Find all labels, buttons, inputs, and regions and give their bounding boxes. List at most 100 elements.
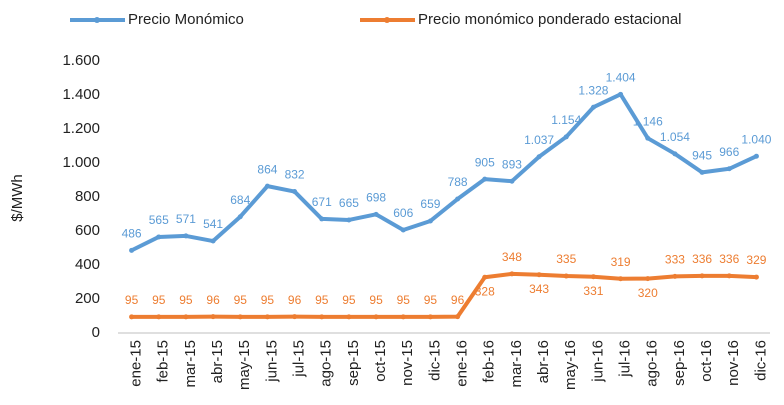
data-label: 95 [125, 293, 139, 307]
data-label: 95 [179, 293, 193, 307]
x-tick-label: may-16 [562, 340, 579, 390]
data-point [264, 183, 270, 189]
data-label: 541 [203, 217, 223, 231]
data-point [509, 271, 515, 277]
data-label: 331 [583, 284, 603, 298]
data-label: 1.054 [660, 130, 690, 144]
data-label: 486 [122, 227, 142, 241]
data-label: 659 [420, 197, 440, 211]
data-point [563, 273, 569, 279]
data-point [726, 166, 732, 172]
x-tick-label: ene-16 [454, 340, 471, 387]
data-label: 1.154 [551, 113, 581, 127]
x-tick-label: feb-16 [481, 340, 498, 383]
y-tick-label: 1.600 [62, 52, 100, 69]
x-tick-label: abr-15 [209, 340, 226, 383]
legend-marker [384, 17, 390, 23]
data-label: 665 [339, 196, 359, 210]
x-tick-label: abr-16 [535, 340, 552, 383]
data-label: 1.328 [578, 83, 608, 97]
data-label: 788 [448, 175, 468, 189]
x-tick-label: oct-15 [372, 340, 389, 382]
data-label: 905 [475, 155, 495, 169]
x-tick-label: jun-16 [589, 340, 606, 383]
data-point [726, 273, 732, 279]
data-label: 328 [475, 284, 495, 298]
x-tick-label: dic-15 [426, 340, 443, 381]
data-point [590, 104, 596, 110]
data-point [427, 314, 433, 320]
x-tick-label: mar-16 [508, 340, 525, 388]
data-point [699, 273, 705, 279]
data-label: 893 [502, 157, 522, 171]
data-label: 95 [397, 293, 411, 307]
data-label: 565 [149, 213, 169, 227]
data-point [645, 135, 651, 141]
data-point [210, 238, 216, 244]
data-label: 698 [366, 191, 386, 205]
x-tick-label: jun-15 [263, 340, 280, 383]
series-line [131, 271, 757, 319]
y-tick-label: 1.000 [62, 154, 100, 171]
data-point [427, 218, 433, 224]
data-point [482, 274, 488, 280]
data-point [536, 154, 542, 160]
data-label: 966 [719, 145, 739, 159]
data-point [346, 314, 352, 320]
data-label: 95 [342, 293, 356, 307]
data-point [563, 134, 569, 140]
x-tick-label: ago-16 [644, 340, 661, 387]
x-tick-label: jul-15 [291, 340, 308, 378]
x-tick-label: feb-15 [155, 340, 172, 383]
x-tick-label: nov-15 [399, 340, 416, 386]
data-point [237, 214, 243, 220]
data-label: 684 [230, 193, 250, 207]
data-label: 333 [665, 253, 685, 267]
data-label: 96 [288, 293, 302, 307]
data-label: 832 [285, 168, 305, 182]
data-label: 864 [257, 162, 277, 176]
x-tick-label: mar-15 [182, 340, 199, 388]
y-tick-label: 1.200 [62, 120, 100, 137]
data-label: 95 [152, 293, 166, 307]
data-label: 1.404 [606, 70, 636, 84]
data-label: 319 [611, 255, 631, 269]
data-point [618, 276, 624, 282]
data-point [400, 314, 406, 320]
data-point [699, 169, 705, 175]
data-label: 343 [529, 282, 549, 296]
data-point [482, 176, 488, 182]
y-axis-title: $/MWh [9, 174, 26, 222]
x-tick-label: may-15 [236, 340, 253, 390]
data-point [183, 233, 189, 239]
data-point [509, 178, 515, 184]
x-tick-label: ene-15 [128, 340, 145, 387]
data-point [129, 247, 135, 253]
data-label: 1.040 [741, 132, 771, 146]
x-tick-label: dic-16 [752, 340, 769, 381]
data-point [672, 151, 678, 157]
data-label: 671 [312, 195, 332, 209]
legend-label: Precio Monómico [128, 11, 244, 28]
y-tick-label: 0 [92, 324, 100, 341]
data-label: 95 [369, 293, 383, 307]
data-point [753, 274, 759, 280]
data-point [319, 314, 325, 320]
data-label: 606 [393, 206, 413, 220]
y-tick-label: 800 [75, 188, 100, 205]
data-point [455, 196, 461, 202]
data-label: 336 [719, 252, 739, 266]
data-label: 1.037 [524, 133, 554, 147]
data-label: 95 [315, 293, 329, 307]
y-tick-label: 400 [75, 256, 100, 273]
data-label: 945 [692, 149, 712, 163]
data-label: 348 [502, 250, 522, 264]
legend-marker [94, 17, 100, 23]
data-point [672, 273, 678, 279]
data-point [455, 314, 461, 320]
data-label: 571 [176, 212, 196, 226]
data-label: 95 [234, 293, 248, 307]
data-point [618, 91, 624, 97]
data-label: 336 [692, 252, 712, 266]
